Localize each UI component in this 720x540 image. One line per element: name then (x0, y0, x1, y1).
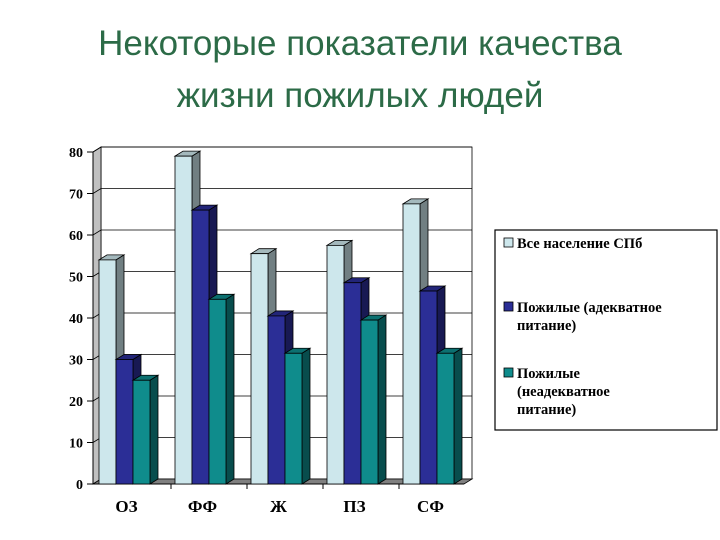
y-tick-label: 0 (76, 478, 83, 493)
bar (283, 347, 312, 485)
bar-front-face (115, 359, 134, 485)
y-tick-label: 50 (69, 271, 83, 286)
x-category-label: СФ (417, 497, 444, 516)
title-line-1: Некоторые показатели качества (98, 24, 622, 63)
legend-label: Все население СПб (517, 236, 642, 252)
bar-front-face (174, 155, 193, 485)
legend-swatch (503, 301, 514, 312)
legend-label: (неадекватное (517, 384, 610, 400)
slide-title: Некоторые показатели качества жизни пожи… (0, 18, 720, 122)
legend-label: Пожилые (адекватное (517, 300, 662, 316)
legend-label: питание) (517, 318, 576, 334)
legend: Все население СПб Пожилые (адекватное пита… (494, 229, 718, 431)
legend-label: питание) (517, 402, 576, 418)
y-tick-label: 20 (69, 395, 83, 410)
gridline (92, 188, 472, 194)
x-category-label: ПЗ (343, 497, 365, 516)
y-tick-label: 10 (69, 437, 83, 452)
bar-front-face (250, 253, 269, 485)
bar-front-face (132, 379, 151, 485)
axis-labels: 0 10 20 30 40 50 60 70 80 ОЗ ФФ Ж ПЗ СФ (69, 146, 444, 516)
bars (97, 150, 464, 485)
bar-front-face (326, 244, 345, 485)
bar-front-face (343, 282, 362, 485)
y-tick-label: 30 (69, 354, 83, 369)
bar (359, 314, 388, 485)
bar (131, 374, 160, 485)
gridline (92, 146, 472, 153)
x-category-label: ОЗ (115, 497, 137, 516)
bar (435, 347, 464, 485)
bar-front-face (208, 298, 227, 485)
gridline (92, 229, 472, 236)
y-tick-label: 40 (69, 312, 83, 327)
bar-front-face (98, 259, 117, 485)
legend-swatch (503, 367, 514, 378)
bar-front-face (436, 352, 455, 485)
bar-front-face (419, 290, 438, 485)
bar-front-face (284, 352, 303, 485)
bar-side-face (377, 314, 387, 485)
title-line-2: жизни пожилых людей (176, 76, 544, 115)
x-category-label: Ж (270, 497, 287, 516)
y-tick-label: 80 (69, 146, 83, 161)
bar-front-face (402, 203, 421, 485)
bar (207, 293, 236, 485)
legend-swatch (503, 237, 514, 248)
bar-side-face (453, 347, 463, 485)
x-category-label: ФФ (188, 497, 217, 516)
legend-label: Пожилые (517, 366, 580, 382)
bar-front-face (267, 315, 286, 485)
y-tick-label: 70 (69, 188, 83, 203)
legend-box (494, 229, 718, 431)
bar-front-face (191, 209, 210, 485)
bar-side-face (149, 374, 159, 485)
bar-side-face (225, 293, 235, 485)
bar-front-face (360, 319, 379, 485)
y-tick-label: 60 (69, 229, 83, 244)
bar-side-face (301, 347, 311, 485)
